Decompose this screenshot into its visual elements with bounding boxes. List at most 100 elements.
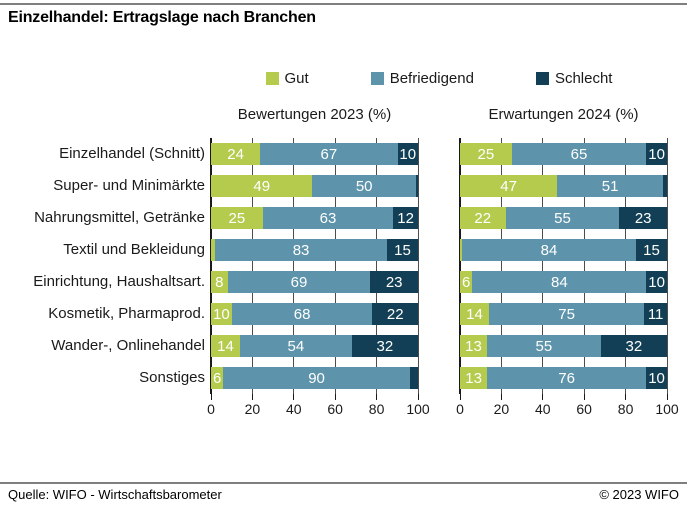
x-tick-label: 40 (286, 401, 302, 417)
bar-value-label: 65 (570, 145, 588, 163)
bar-segment-befriedigend: 55 (486, 335, 601, 357)
bar-segment-befriedigend: 50 (312, 175, 416, 197)
bar-value-label: 83 (292, 241, 310, 259)
bar-segment-schlecht: 22 (372, 303, 419, 325)
gridline-40 (542, 138, 544, 394)
bar-value-label: 54 (287, 337, 305, 355)
bar-segment-schlecht (409, 367, 418, 389)
bar-segment-befriedigend: 83 (215, 239, 387, 261)
bar-segment-schlecht (415, 175, 418, 197)
x-tick-label: 20 (493, 401, 510, 417)
bar-segment-schlecht: 12 (393, 207, 418, 229)
bar-value-label: 11 (647, 305, 664, 323)
gridline-0 (210, 138, 212, 394)
bar-segment-gut: 24 (211, 143, 261, 165)
axis-tick-0 (459, 394, 461, 400)
category-label: Sonstiges (139, 369, 205, 386)
legend-item-gut: Gut (265, 70, 309, 87)
schlecht-swatch-icon (535, 72, 549, 85)
panel-title-erwartungen-2024: Erwartungen 2024 (%) (488, 106, 639, 123)
plot-erwartungen-2024: 0 20 40 60 80 100 25 65 10 47 51 22 55 23 84 15 6 84 10 14 7… (456, 138, 679, 417)
bar-row: 6 84 10 (460, 271, 667, 293)
gridline-100 (666, 138, 668, 394)
gridline-60 (334, 138, 336, 394)
axis-tick-0 (210, 394, 212, 400)
bar-row: 22 55 23 (460, 207, 667, 229)
bar-segment-gut: 13 (460, 335, 487, 357)
bar-value-label: 32 (376, 337, 394, 355)
bar-value-label: 25 (228, 209, 246, 227)
bar-value-label: 15 (394, 241, 411, 259)
legend-label-befriedigend: Befriedigend (389, 70, 474, 87)
bar-segment-schlecht: 10 (646, 271, 667, 293)
bar-segment-gut: 47 (460, 175, 558, 197)
bar-row: 49 50 (211, 175, 418, 197)
top-rule (0, 3, 687, 5)
bar-row: 8 69 23 (211, 271, 418, 293)
legend: Gut Befriedigend Schlecht (211, 70, 667, 87)
axis-tick-60 (583, 394, 585, 400)
axis-tick-100 (666, 394, 668, 400)
bar-segment-gut: 49 (211, 175, 313, 197)
legend-item-befriedigend: Befriedigend (370, 70, 474, 87)
bar-segment-schlecht: 11 (644, 303, 667, 325)
bar-value-label: 10 (648, 273, 665, 291)
bar-segment-gut: 8 (211, 271, 228, 293)
bar-value-label: 63 (319, 209, 337, 227)
gridline-20 (251, 138, 253, 394)
bar-segment-befriedigend: 55 (505, 207, 620, 229)
bar-row: 24 67 10 (211, 143, 418, 165)
bar-value-label: 22 (474, 209, 492, 227)
bar-value-label: 84 (551, 273, 568, 291)
category-label: Nahrungsmittel, Getränke (34, 209, 205, 226)
gridline-80 (625, 138, 627, 394)
chart-title: Einzelhandel: Ertragslage nach Branchen (8, 9, 316, 26)
bar-segment-befriedigend: 51 (557, 175, 663, 197)
bar-segment-befriedigend: 63 (262, 207, 394, 229)
bar-segment-befriedigend: 76 (487, 367, 647, 389)
bar-segment-gut: 10 (211, 303, 232, 325)
category-label: Wander-, Onlinehandel (51, 337, 205, 354)
x-tick-label: 40 (535, 401, 551, 417)
bar-segment-schlecht: 10 (646, 367, 667, 389)
bar-segment-schlecht: 32 (600, 335, 667, 357)
axis-tick-20 (251, 394, 253, 400)
bar-segment-befriedigend: 67 (260, 143, 398, 165)
gridline-100 (417, 138, 419, 394)
bar-segment-schlecht: 23 (619, 207, 667, 229)
gridline-20 (500, 138, 502, 394)
bar-segment-gut: 14 (211, 335, 240, 357)
bar-value-label: 10 (399, 145, 417, 163)
x-tick-label: 0 (207, 401, 215, 417)
bar-value-label: 55 (535, 337, 553, 355)
bar-value-label: 55 (554, 209, 571, 227)
category-label: Einzelhandel (Schnitt) (59, 145, 205, 162)
legend-item-schlecht: Schlecht (535, 70, 613, 87)
bar-value-label: 25 (477, 145, 495, 163)
category-label: Einrichtung, Haushaltsart. (33, 273, 205, 290)
bar-value-label: 22 (386, 305, 404, 323)
bar-segment-schlecht (662, 175, 667, 197)
category-label: Super- und Minimärkte (53, 177, 205, 194)
axis-tick-40 (542, 394, 544, 400)
bar-segment-befriedigend: 75 (488, 303, 645, 325)
bar-segment-schlecht: 10 (646, 143, 667, 165)
bar-value-label: 90 (308, 369, 325, 387)
bar-segment-schlecht: 10 (397, 143, 418, 165)
bar-value-label: 12 (397, 209, 414, 227)
bar-value-label: 6 (213, 369, 222, 387)
bar-segment-gut: 25 (460, 143, 512, 165)
gridline-60 (583, 138, 585, 394)
bar-segment-gut: 25 (211, 207, 263, 229)
bar-segment-befriedigend: 69 (227, 271, 371, 293)
axis-tick-80 (376, 394, 378, 400)
bar-value-label: 24 (227, 145, 244, 163)
bar-row: 6 90 (211, 367, 418, 389)
bar-segment-gut: 14 (460, 303, 489, 325)
footer-source: Quelle: WIFO - Wirtschaftsbarometer (8, 487, 222, 502)
bar-row: 83 15 (211, 239, 418, 261)
x-tick-label: 80 (617, 401, 634, 417)
legend-label-schlecht: Schlecht (554, 70, 613, 87)
bar-segment-befriedigend: 90 (223, 367, 410, 389)
